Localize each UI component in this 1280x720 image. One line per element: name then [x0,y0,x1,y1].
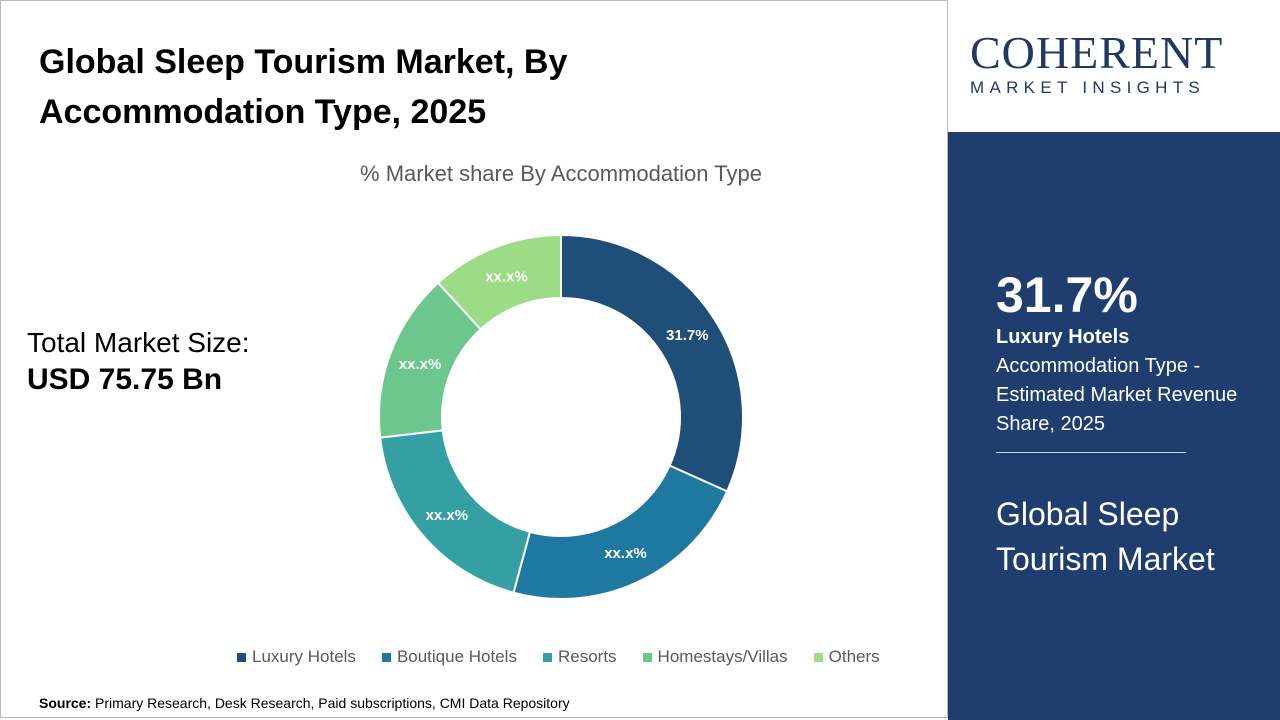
legend-label: Homestays/Villas [657,647,788,666]
side-panel: COHERENT MARKET INSIGHTS 31.7% Luxury Ho… [948,0,1280,720]
legend-item-boutique-hotels: Boutique Hotels [381,647,517,667]
donut-slice-boutique-hotels [512,464,729,600]
logo-tagline: MARKET INSIGHTS [970,78,1206,97]
logo-wordmark: COHERENT [970,27,1224,78]
donut-slice-others [436,233,562,331]
page-title: Global Sleep Tourism Market, By Accommod… [39,43,568,131]
source-text: Primary Research, Desk Research, Paid su… [95,695,570,711]
donut-data-label: xx.x% [426,507,469,524]
legend-item-homestays-villas: Homestays/Villas [642,647,788,667]
legend-swatch [542,652,552,662]
legend-swatch [642,652,652,662]
chart-legend: Luxury Hotels Boutique Hotels Resorts Ho… [237,647,880,667]
brand-logo: COHERENT MARKET INSIGHTS [948,0,1280,132]
panel-divider [996,452,1186,453]
legend-swatch [381,652,391,662]
highlight-stat-name: Luxury Hotels [996,326,1130,348]
donut-chart: 31.7% xx.x% xx.x% xx.x% xx.x% [378,233,744,600]
legend-label: Others [828,647,880,666]
legend-label: Luxury Hotels [252,647,356,666]
donut-slice-luxury-hotels [560,233,744,493]
source-label: Source: [39,695,92,711]
legend-swatch [237,652,246,662]
legend-label: Resorts [557,647,617,666]
chart-panel: Global Sleep Tourism Market, By Accommod… [0,0,948,718]
chart-subtitle: % Market share By Accommodation Type [360,161,762,186]
legend-label: Boutique Hotels [396,647,517,666]
highlight-panel: 31.7% Luxury Hotels Accommodation Type -… [948,132,1280,720]
highlight-stat-description: Accommodation Type - Estimated Market Re… [996,355,1238,435]
donut-data-label: 31.7% [666,327,709,344]
total-market-label: Total Market Size: [27,327,250,358]
donut-data-label: xx.x% [604,545,647,562]
donut-data-label: xx.x% [485,269,528,286]
highlight-stat-value: 31.7% [996,267,1138,323]
legend-item-luxury-hotels: Luxury Hotels [237,647,356,667]
source-note: Source: Primary Research, Desk Research,… [39,695,570,711]
market-name: Global Sleep Tourism Market [996,496,1215,577]
total-market-value: USD 75.75 Bn [27,363,223,396]
donut-data-label: xx.x% [399,356,442,373]
legend-swatch [813,652,823,662]
legend-item-others: Others [813,647,880,667]
legend-item-resorts: Resorts [542,647,617,667]
